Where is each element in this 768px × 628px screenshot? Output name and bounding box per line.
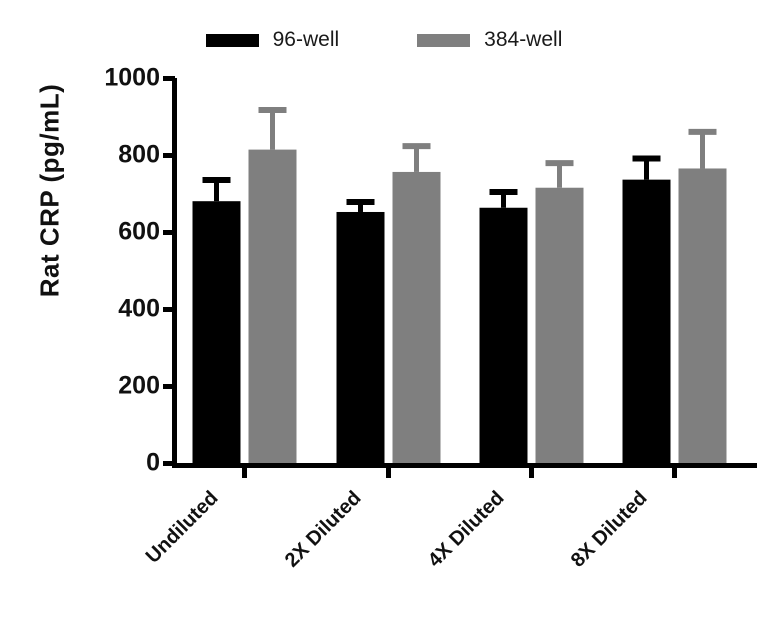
x-tick-label-2x-diluted: 2X Diluted [280,487,366,572]
bars-layer [192,106,727,464]
x-tick-label-8x-diluted: 8X Diluted [566,487,652,572]
y-tick-label-0: 0 [146,448,160,477]
axis-lines [172,78,757,468]
legend-label-384-well: 384-well [484,28,563,51]
bar-undiluted-96-well [192,201,241,463]
y-tick-label-200: 200 [118,371,160,400]
y-tick-label-400: 400 [118,294,160,323]
x-tick-label-undiluted: Undiluted [141,487,223,568]
bar-undiluted-384-well [248,149,297,464]
x-axis-ticks [242,466,677,478]
y-tick-label-600: 600 [118,217,160,246]
bar-8x-diluted-384-well [678,168,727,463]
x-tick-label-4x-diluted: 4X Diluted [423,487,509,572]
bar-8x-diluted-96-well [622,179,671,463]
bar-2x-diluted-384-well [392,171,441,463]
legend-swatch-384-well [417,33,471,47]
legend-label-96-well: 96-well [272,28,340,51]
legend-item-384-well[interactable]: 384-well [417,28,562,52]
legend-swatch-96-well [205,33,259,47]
y-tick-label-1000: 1000 [104,63,160,92]
legend-item-96-well[interactable]: 96-well [205,28,340,52]
bar-4x-diluted-384-well [535,187,584,463]
y-axis-ticks [163,76,175,466]
chart-legend: 96-well 384-well [0,28,768,52]
bar-4x-diluted-96-well [479,207,528,463]
y-tick-label-800: 800 [118,140,160,169]
bar-2x-diluted-96-well [336,211,385,463]
